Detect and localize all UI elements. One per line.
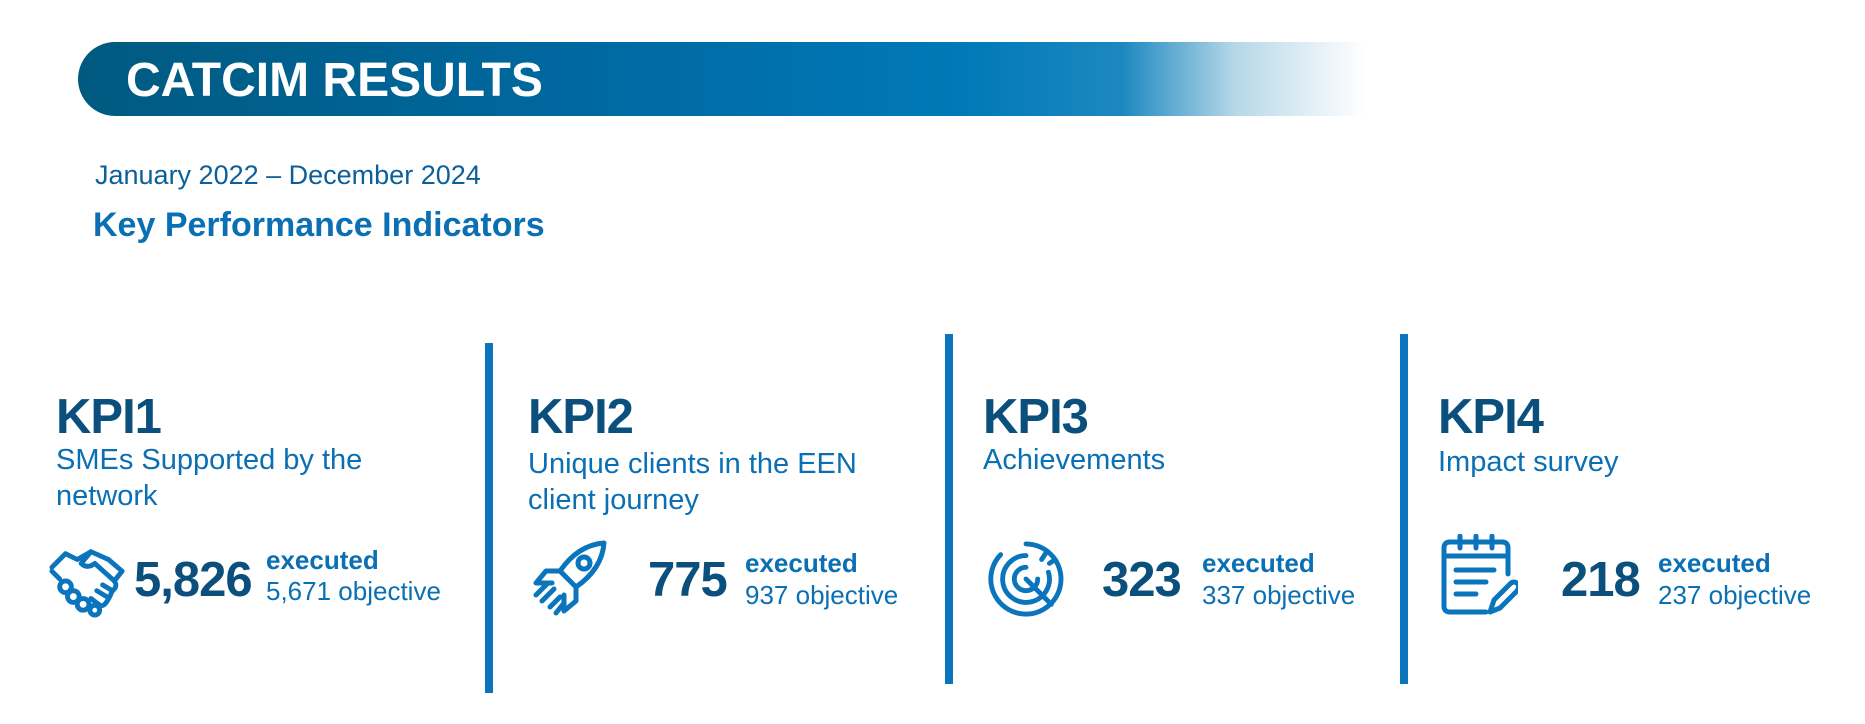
kpi-objective: 337 objective — [1202, 580, 1356, 610]
kpi-value: 5,826 — [134, 553, 253, 607]
kpi-executed-label: executed — [745, 548, 858, 578]
survey-icon — [1440, 533, 1522, 623]
kpi-description: SMEs Supported by the network — [56, 444, 363, 512]
kpi-executed-label: executed — [1658, 548, 1771, 578]
divider-3 — [1400, 334, 1408, 684]
target-icon — [987, 540, 1065, 623]
period-label: January 2022 – December 2024 — [95, 160, 481, 190]
section-title: Key Performance Indicators — [93, 206, 545, 244]
kpi-executed-label: executed — [1202, 548, 1315, 578]
kpi-description: Impact survey — [1438, 446, 1619, 478]
kpi-card-1: KPI1 SMEs Supported by the network — [56, 392, 436, 514]
kpi-objective: 937 objective — [745, 580, 899, 610]
kpi-executed-label: executed — [266, 545, 379, 575]
kpi-card-4: KPI4 Impact survey — [1438, 392, 1818, 480]
kpi-code: KPI4 — [1438, 390, 1544, 444]
kpi-description: Achievements — [983, 444, 1166, 476]
kpi-objective: 237 objective — [1658, 580, 1812, 610]
handshake-icon — [48, 540, 126, 623]
kpi-code: KPI1 — [56, 390, 162, 444]
header-banner — [78, 42, 1508, 116]
kpi-code: KPI2 — [528, 390, 634, 444]
kpi-description: Unique clients in the EEN client journey — [528, 448, 857, 516]
kpi-value: 323 — [1102, 553, 1182, 607]
divider-1 — [485, 343, 493, 693]
divider-2 — [945, 334, 953, 684]
page-title: CATCIM RESULTS — [126, 54, 543, 107]
kpi-objective: 5,671 objective — [266, 576, 441, 606]
kpi-code: KPI3 — [983, 390, 1089, 444]
rocket-icon — [530, 537, 610, 624]
kpi-value: 775 — [648, 553, 728, 607]
kpi-card-3: KPI3 Achievements — [983, 392, 1363, 478]
kpi-value: 218 — [1561, 553, 1641, 607]
kpi-card-2: KPI2 Unique clients in the EEN client jo… — [528, 392, 928, 518]
